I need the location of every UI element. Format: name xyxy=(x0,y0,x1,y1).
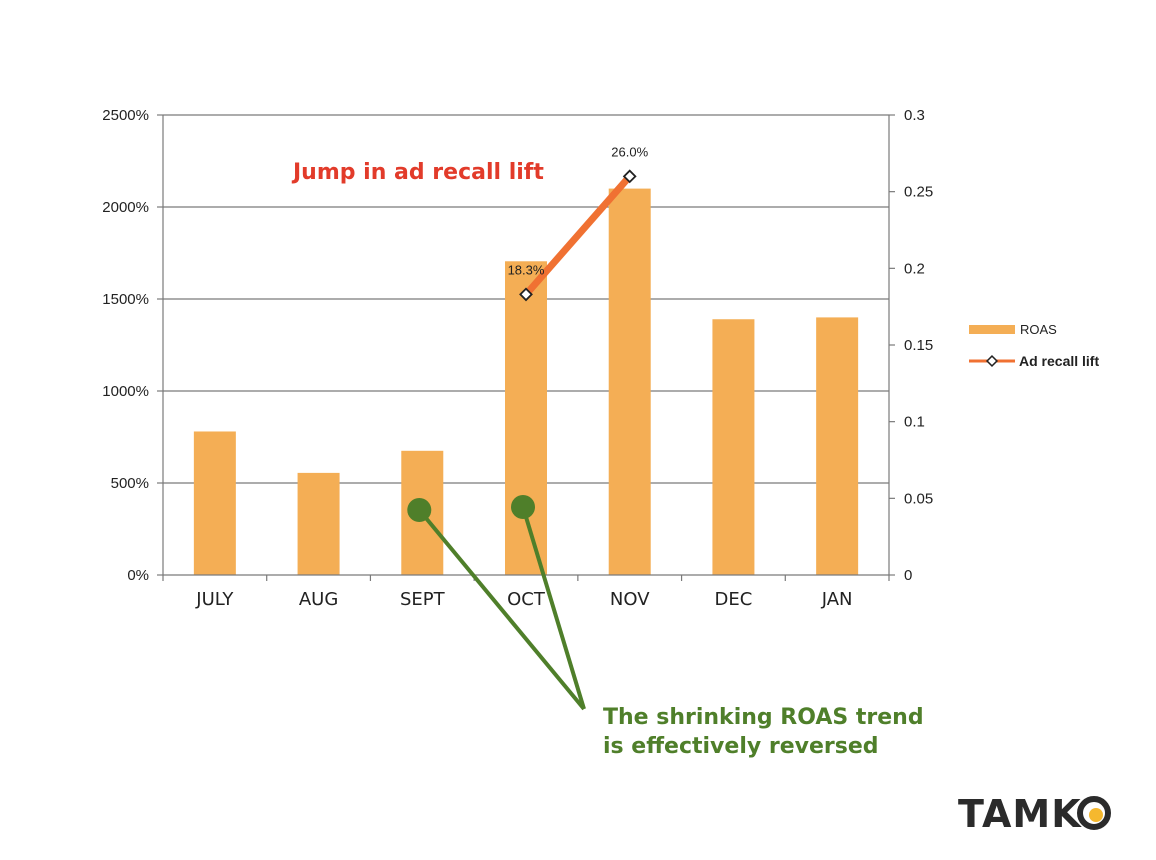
green-pointer-line-sept xyxy=(417,508,586,711)
right-tick-label-1: 0.05 xyxy=(904,490,933,507)
left-axis-tick-labels: 0% 500% 1000% 1500% 2000% 2500% xyxy=(102,107,149,584)
green-pointer-dot-oct xyxy=(511,495,535,519)
roas-bar-jan xyxy=(816,317,859,575)
right-tick-label-5: 0.25 xyxy=(904,184,933,201)
green-pointer-dot-sept xyxy=(407,498,432,522)
logo-text: TAMK xyxy=(958,792,1082,836)
legend-recall-swatch-marker xyxy=(985,354,999,368)
ad-recall-marker-oct xyxy=(519,287,533,302)
right-tick-label-6: 0.3 xyxy=(904,107,925,124)
green-annotation-pointers xyxy=(407,495,586,711)
roas-bar-oct xyxy=(505,261,547,575)
legend-roas-label: ROAS xyxy=(1020,322,1057,337)
roas-bar-july xyxy=(193,431,236,575)
left-tick-label-2: 1000% xyxy=(102,383,149,400)
left-tick-label-0: 0% xyxy=(127,567,149,584)
legend-recall-label: Ad recall lift xyxy=(1019,353,1099,369)
ad-recall-data-label-oct: 18.3% xyxy=(508,262,545,277)
category-label-dec: DEC xyxy=(715,589,753,610)
axes xyxy=(157,114,895,581)
annotation-roas-reversed-line1: The shrinking ROAS trend xyxy=(603,705,924,730)
tamko-logo: TAMK xyxy=(958,792,1111,836)
legend: ROAS Ad recall lift xyxy=(969,322,1099,369)
ad-recall-marker-nov xyxy=(622,169,637,184)
category-label-july: JULY xyxy=(195,589,234,610)
roas-bar-aug xyxy=(297,472,340,575)
logo-o-ring xyxy=(1077,796,1111,830)
logo-o-dot xyxy=(1089,808,1103,822)
category-label-jan: JAN xyxy=(821,589,853,610)
right-axis-tick-labels: 0 0.05 0.1 0.15 0.2 0.25 0.3 xyxy=(904,107,933,584)
roas-bar-dec xyxy=(712,319,755,575)
annotation-recall-jump: Jump in ad recall lift xyxy=(291,160,544,185)
category-label-sept: SEPT xyxy=(400,589,446,610)
right-tick-label-2: 0.1 xyxy=(904,414,925,431)
legend-roas-swatch xyxy=(969,325,1015,334)
category-label-oct: OCT xyxy=(507,589,546,610)
annotation-roas-reversed-line2: is effectively reversed xyxy=(603,734,879,759)
left-tick-label-5: 2500% xyxy=(102,107,149,124)
roas-bar-nov xyxy=(608,188,651,575)
right-tick-label-0: 0 xyxy=(904,567,912,584)
left-tick-label-1: 500% xyxy=(111,475,149,492)
left-tick-label-3: 1500% xyxy=(102,291,149,308)
ad-recall-series-line xyxy=(522,172,634,298)
green-pointer-line-oct xyxy=(521,506,586,710)
right-tick-label-3: 0.15 xyxy=(904,337,933,354)
left-tick-label-4: 2000% xyxy=(102,199,149,216)
ad-recall-data-label-nov: 26.0% xyxy=(611,144,648,159)
category-label-nov: NOV xyxy=(610,589,650,610)
category-label-aug: AUG xyxy=(299,589,338,610)
ad-recall-line: 18.3% 26.0% xyxy=(508,144,649,302)
right-tick-label-4: 0.2 xyxy=(904,260,925,277)
category-labels: JULY AUG SEPT OCT NOV DEC JAN xyxy=(195,589,852,610)
